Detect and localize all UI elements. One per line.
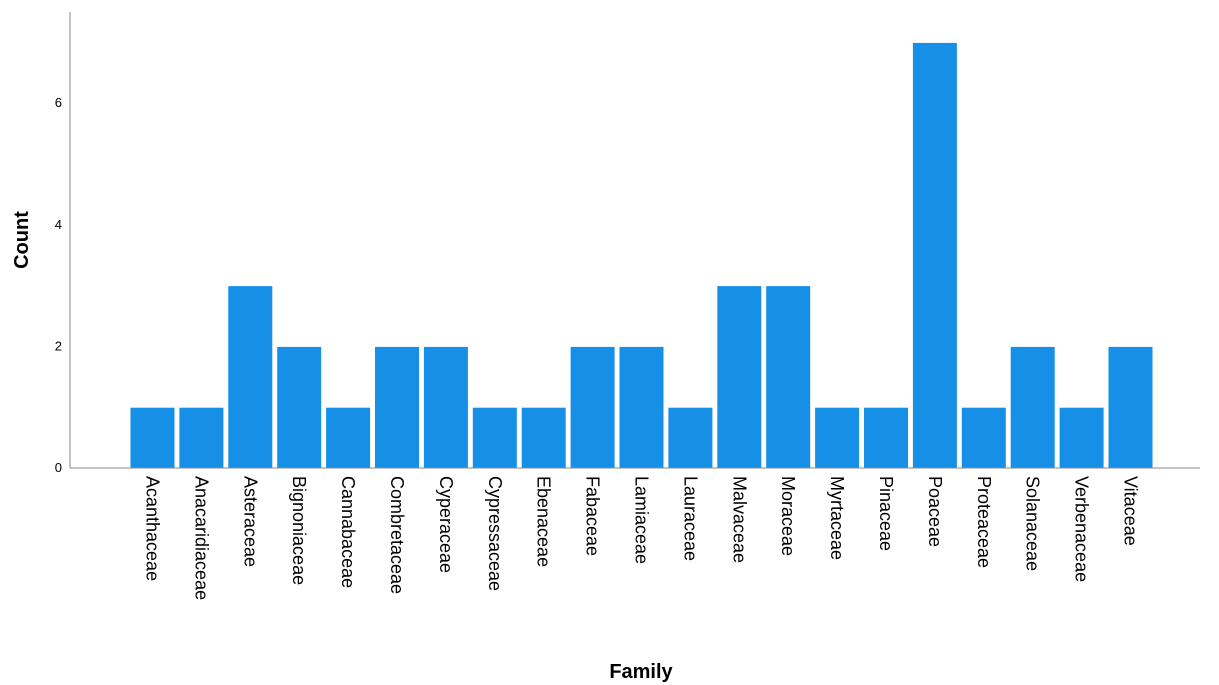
x-tick-label-acanthaceae: Acanthaceae	[143, 476, 163, 581]
x-tick-label-solanaceae: Solanaceae	[1023, 476, 1043, 571]
bars-group	[129, 41, 1154, 469]
y-axis-title: Count	[11, 211, 33, 269]
y-axis-ticks: 0 2 4 6	[55, 95, 62, 475]
x-tick-label-malvaceae: Malvaceae	[729, 476, 749, 563]
x-tick-label-combretaceae: Combretaceae	[387, 476, 407, 594]
x-tick-label-ebenaceae: Ebenaceae	[534, 476, 554, 567]
x-tick-label-lamiaceae: Lamiaceae	[632, 476, 652, 564]
bar-acanthaceae	[129, 406, 176, 469]
x-tick-label-verbenaceae: Verbenaceae	[1072, 476, 1092, 582]
x-axis-title: Family	[609, 661, 673, 683]
bar-lamiaceae	[618, 345, 665, 469]
x-tick-label-moraceae: Moraceae	[778, 476, 798, 556]
bar-asteraceae	[227, 285, 274, 469]
x-tick-label-bignoniaceae: Bignoniaceae	[289, 476, 309, 585]
x-tick-label-proteaceae: Proteaceae	[974, 476, 994, 568]
y-tick-label: 2	[55, 338, 62, 353]
bar-myrtaceae	[814, 406, 861, 469]
bar-verbenaceae	[1058, 406, 1105, 469]
x-tick-label-anacaridiaceae: Anacaridiaceae	[191, 476, 211, 600]
x-tick-label-pinaceae: Pinaceae	[876, 476, 896, 551]
y-tick-label: 4	[55, 217, 62, 232]
bar-combretaceae	[374, 345, 420, 469]
bar-bignoniaceae	[276, 345, 323, 469]
bar-malvaceae	[716, 285, 763, 469]
x-tick-label-cannabaceae: Cannabaceae	[338, 476, 358, 588]
bar-cannabaceae	[325, 406, 372, 469]
bar-cyperaceae	[422, 345, 469, 469]
y-tick-label: 6	[55, 95, 62, 110]
x-axis-category-labels: Acanthaceae Anacaridiaceae Asteraceae Bigno…	[143, 476, 1141, 600]
x-tick-label-vitaceae: Vitaceae	[1121, 476, 1141, 546]
bar-lauraceae	[667, 406, 714, 469]
x-tick-label-poaceae: Poaceae	[925, 476, 945, 547]
bar-pinaceae	[863, 406, 909, 469]
bar-cypressaceae	[471, 406, 518, 469]
x-tick-label-myrtaceae: Myrtaceae	[827, 476, 847, 560]
x-tick-label-lauraceae: Lauraceae	[680, 476, 700, 561]
bar-vitaceae	[1107, 345, 1154, 469]
bar-solanaceae	[1009, 345, 1056, 469]
x-tick-label-asteraceae: Asteraceae	[240, 476, 260, 567]
x-tick-label-fabaceae: Fabaceae	[583, 476, 603, 556]
bar-anacaridiaceae	[178, 406, 225, 469]
x-tick-label-cypressaceae: Cypressaceae	[485, 476, 505, 591]
x-tick-label-cyperaceae: Cyperaceae	[436, 476, 456, 573]
bar-poaceae	[911, 41, 958, 469]
y-tick-label: 0	[55, 460, 62, 475]
bar-proteaceae	[960, 406, 1007, 469]
bar-moraceae	[765, 285, 812, 469]
bar-fabaceae	[569, 345, 616, 469]
bar-ebenaceae	[520, 406, 567, 469]
